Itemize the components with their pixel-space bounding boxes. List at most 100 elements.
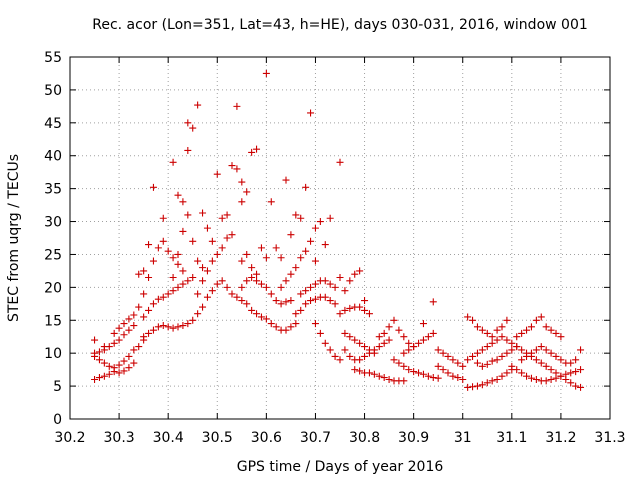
data-point bbox=[341, 287, 349, 295]
data-point bbox=[537, 343, 545, 351]
data-point bbox=[557, 333, 565, 341]
data-point bbox=[473, 323, 481, 331]
data-point bbox=[375, 333, 383, 341]
data-point bbox=[375, 343, 383, 351]
data-point bbox=[248, 148, 256, 156]
data-point bbox=[223, 234, 231, 242]
x-tick-label: 30.6 bbox=[251, 430, 282, 446]
y-tick-label: 0 bbox=[53, 412, 62, 428]
data-point bbox=[478, 346, 486, 354]
data-point bbox=[174, 283, 182, 291]
data-point bbox=[130, 359, 138, 367]
data-point bbox=[547, 376, 555, 384]
data-point bbox=[513, 333, 521, 341]
x-tick-label: 30.8 bbox=[349, 430, 380, 446]
data-point bbox=[341, 346, 349, 354]
x-tick-label: 30.9 bbox=[398, 430, 429, 446]
y-tick-label: 30 bbox=[44, 215, 62, 231]
data-point bbox=[179, 322, 187, 330]
data-point bbox=[95, 348, 103, 356]
data-point bbox=[262, 283, 270, 291]
data-point bbox=[537, 359, 545, 367]
data-point bbox=[557, 356, 565, 364]
chart-title: Rec. acor (Lon=351, Lat=43, h=HE), days … bbox=[92, 17, 588, 33]
data-point bbox=[302, 300, 310, 308]
data-point bbox=[267, 320, 275, 328]
data-point bbox=[169, 158, 177, 166]
data-point bbox=[331, 300, 339, 308]
data-point bbox=[567, 359, 575, 367]
data-point bbox=[145, 306, 153, 314]
data-point bbox=[415, 369, 423, 377]
data-point bbox=[120, 357, 128, 365]
y-axis-title: STEC from uqrg / TECUs bbox=[6, 154, 22, 322]
data-point bbox=[542, 323, 550, 331]
data-point bbox=[321, 293, 329, 301]
data-point bbox=[257, 313, 265, 321]
data-point bbox=[145, 241, 153, 249]
data-point bbox=[527, 323, 535, 331]
data-point bbox=[400, 333, 408, 341]
data-point bbox=[194, 310, 202, 318]
data-point bbox=[130, 322, 138, 330]
data-point bbox=[483, 360, 491, 368]
data-point bbox=[552, 374, 560, 382]
data-point bbox=[253, 270, 261, 278]
data-point bbox=[223, 283, 231, 291]
data-point bbox=[159, 214, 167, 222]
data-point bbox=[130, 346, 138, 354]
data-point bbox=[125, 364, 133, 372]
data-point bbox=[194, 257, 202, 265]
data-point bbox=[262, 254, 270, 262]
data-point bbox=[341, 306, 349, 314]
data-point bbox=[557, 372, 565, 380]
data-point bbox=[346, 304, 354, 312]
data-point bbox=[567, 369, 575, 377]
data-point bbox=[572, 356, 580, 364]
data-point bbox=[567, 379, 575, 387]
data-point bbox=[503, 336, 511, 344]
data-point bbox=[145, 329, 153, 337]
data-point bbox=[257, 244, 265, 252]
data-point bbox=[154, 244, 162, 252]
x-tick-label: 30.5 bbox=[202, 430, 233, 446]
data-point bbox=[380, 339, 388, 347]
data-point bbox=[483, 329, 491, 337]
data-point bbox=[390, 316, 398, 324]
data-point bbox=[179, 280, 187, 288]
data-point bbox=[498, 372, 506, 380]
data-point bbox=[91, 336, 99, 344]
data-point bbox=[164, 290, 172, 298]
data-point bbox=[478, 381, 486, 389]
y-tick-label: 35 bbox=[44, 182, 62, 198]
data-point bbox=[469, 316, 477, 324]
data-point bbox=[199, 303, 207, 311]
data-point bbox=[542, 362, 550, 370]
x-tick-label: 31.1 bbox=[496, 430, 527, 446]
data-point bbox=[537, 313, 545, 321]
data-point bbox=[297, 290, 305, 298]
data-point bbox=[297, 254, 305, 262]
grid-lines bbox=[70, 57, 610, 419]
data-point bbox=[351, 336, 359, 344]
data-point bbox=[311, 320, 319, 328]
data-point bbox=[370, 370, 378, 378]
data-point bbox=[449, 372, 457, 380]
data-point bbox=[498, 323, 506, 331]
data-point bbox=[346, 277, 354, 285]
data-point bbox=[493, 326, 501, 334]
data-point bbox=[238, 283, 246, 291]
data-point bbox=[361, 306, 369, 314]
data-point bbox=[321, 339, 329, 347]
data-point bbox=[189, 316, 197, 324]
data-point bbox=[483, 379, 491, 387]
data-point bbox=[208, 287, 216, 295]
data-point bbox=[233, 165, 241, 173]
data-point bbox=[238, 178, 246, 186]
data-point bbox=[262, 69, 270, 77]
data-point bbox=[311, 224, 319, 232]
data-point bbox=[199, 209, 207, 217]
data-point bbox=[380, 374, 388, 382]
data-point bbox=[184, 119, 192, 127]
data-point bbox=[532, 376, 540, 384]
